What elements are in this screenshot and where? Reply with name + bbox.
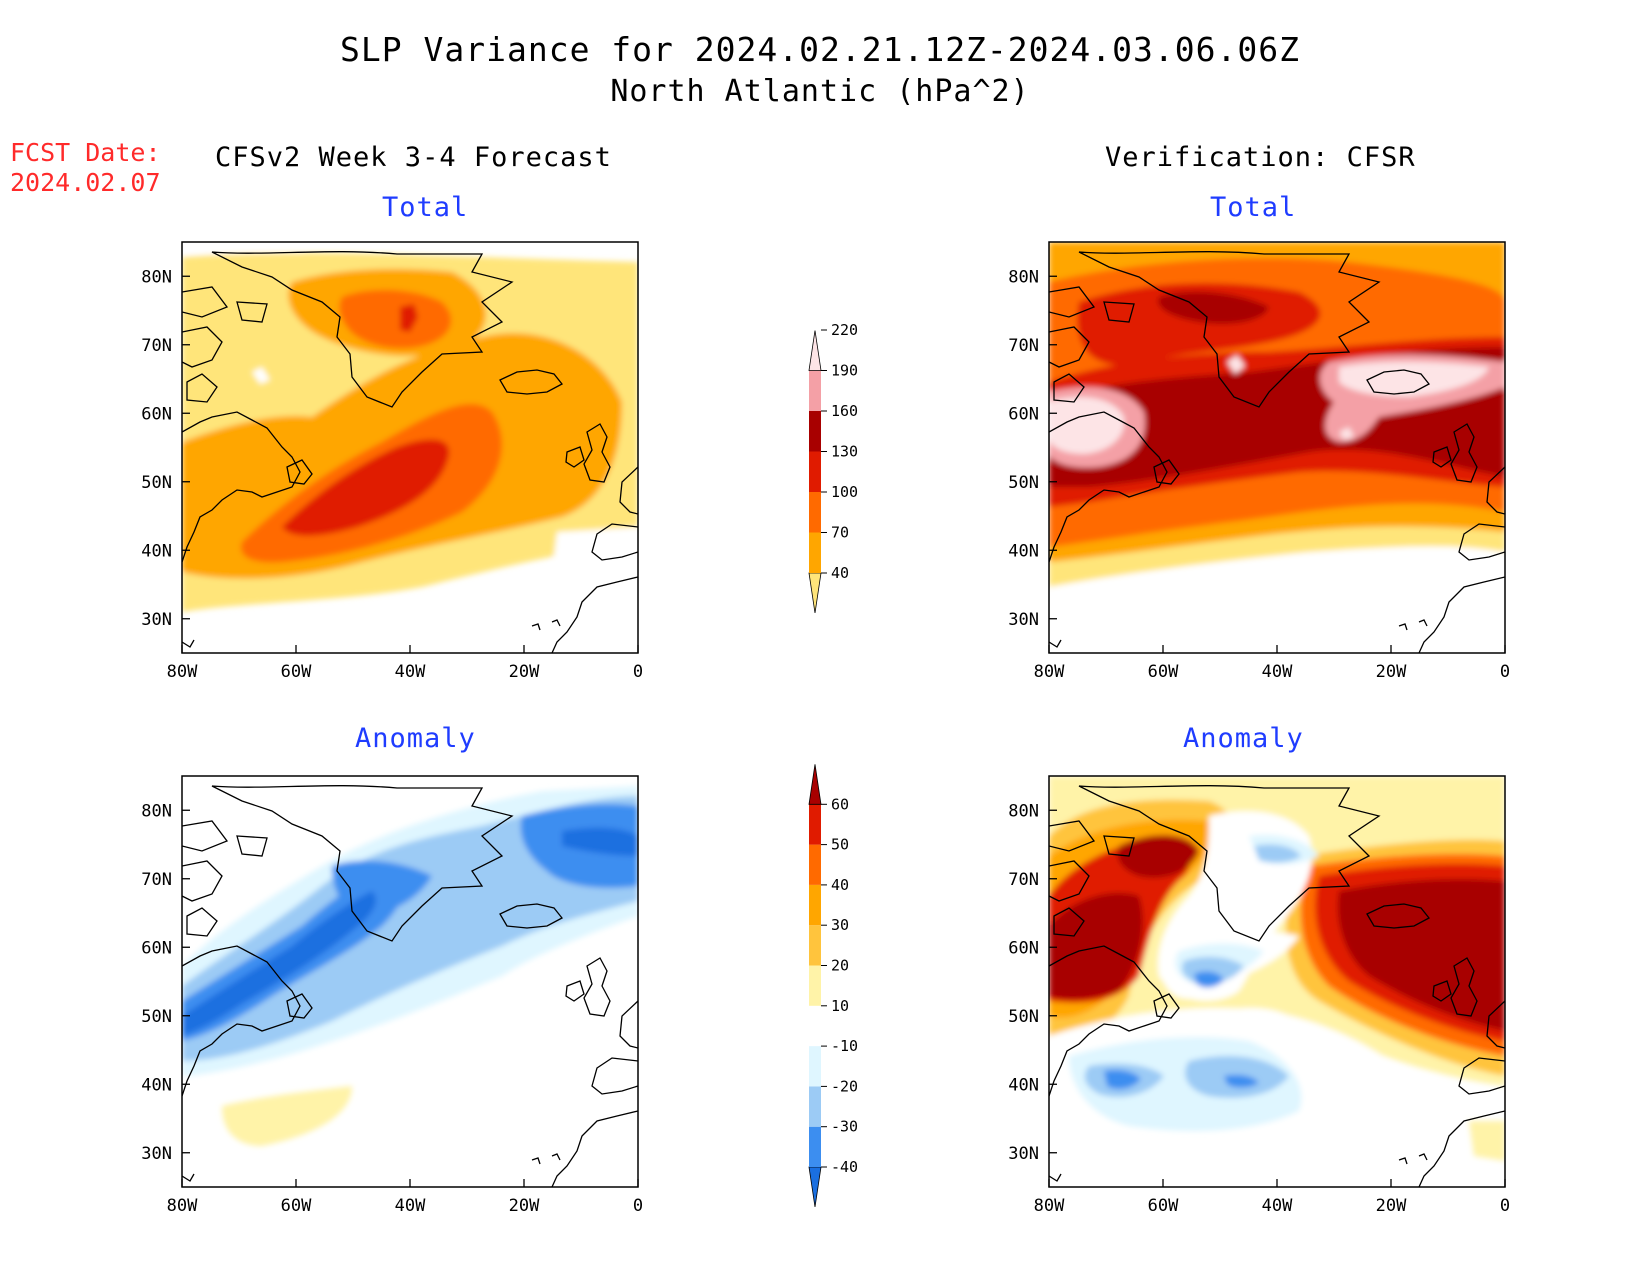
anomaly-colorbar-swatch — [809, 1086, 821, 1127]
lat-tick-label: 70N — [141, 870, 172, 890]
verification-total-title: Total — [1210, 192, 1297, 223]
colorbar-layer: 40 70 100 130 160 190 220 -40 -30 -20 -10 10 20 30 40 5… — [808, 321, 858, 1208]
verification-anomaly-title: Anomaly — [1183, 723, 1304, 754]
lat-tick-label: 30N — [1008, 610, 1039, 630]
lat-tick-label: 30N — [1008, 1144, 1039, 1164]
lat-tick-label: 70N — [1008, 870, 1039, 890]
lon-tick-label: 80W — [1034, 662, 1065, 682]
total-colorbar-bottom-triangle — [808, 572, 822, 614]
lat-tick-label: 80N — [141, 267, 172, 287]
lon-tick-label: 60W — [281, 662, 312, 682]
total-colorbar-swatch — [809, 451, 821, 492]
lat-tick-label: 80N — [141, 801, 172, 821]
total-colorbar-label: 100 — [831, 483, 858, 501]
anomaly-colorbar-label: 20 — [831, 957, 849, 975]
forecast-anomaly-panel — [181, 775, 639, 1188]
verification-anomaly-panel — [1048, 775, 1506, 1188]
lon-tick-label: 40W — [395, 1196, 426, 1216]
lon-tick-label: 0 — [633, 1196, 643, 1216]
lat-tick-label: 30N — [141, 1144, 172, 1164]
total-colorbar-top-triangle — [808, 330, 822, 371]
lon-tick-label: 20W — [1376, 662, 1407, 682]
lon-tick-label: 0 — [1500, 662, 1510, 682]
lon-tick-label: 60W — [281, 1196, 312, 1216]
lat-tick-label: 60N — [141, 404, 172, 424]
anomaly-colorbar-label: -10 — [831, 1037, 858, 1055]
anomaly-colorbar-swatch — [809, 844, 821, 885]
forecast-anomaly-title: Anomaly — [355, 723, 476, 754]
anomaly-colorbar-bottom-triangle — [808, 1166, 822, 1208]
lon-tick-label: 80W — [167, 1196, 198, 1216]
lon-tick-label: 60W — [1148, 1196, 1179, 1216]
forecast-total-panel — [181, 241, 639, 654]
anomaly-colorbar-swatch — [809, 1005, 821, 1047]
lat-tick-label: 70N — [141, 336, 172, 356]
lon-tick-label: 80W — [167, 662, 198, 682]
total-colorbar-swatch — [809, 492, 821, 533]
anomaly-colorbar-swatch — [809, 965, 821, 1006]
total-colorbar-swatch — [809, 411, 821, 452]
anomaly-colorbar-label: 30 — [831, 916, 849, 934]
total-colorbar-label: 130 — [831, 443, 858, 461]
lat-tick-label: 50N — [1008, 473, 1039, 493]
anomaly-colorbar-swatch — [809, 925, 821, 966]
lon-tick-label: 20W — [509, 662, 540, 682]
page-title: SLP Variance for 2024.02.21.12Z-2024.03.… — [340, 30, 1300, 69]
lon-tick-label: 40W — [1262, 1196, 1293, 1216]
anomaly-colorbar-swatch — [809, 1046, 821, 1087]
lon-tick-label: 20W — [509, 1196, 540, 1216]
lat-tick-label: 40N — [1008, 541, 1039, 561]
lon-tick-label: 40W — [1262, 662, 1293, 682]
forecast-date-label: FCST Date: — [10, 138, 161, 167]
total-colorbar-swatch — [809, 370, 821, 411]
forecast-column-title: CFSv2 Week 3-4 Forecast — [215, 142, 612, 173]
total-colorbar-label: 40 — [831, 564, 849, 582]
lat-tick-label: 40N — [1008, 1075, 1039, 1095]
anomaly-colorbar-label: -20 — [831, 1077, 858, 1095]
forecast-total-title: Total — [382, 192, 469, 223]
lon-tick-label: 0 — [633, 662, 643, 682]
anomaly-colorbar-swatch — [809, 884, 821, 926]
lat-tick-label: 80N — [1008, 801, 1039, 821]
lat-tick-label: 40N — [141, 1075, 172, 1095]
anomaly-colorbar-label: -40 — [831, 1158, 858, 1176]
lat-tick-label: 60N — [1008, 404, 1039, 424]
lon-tick-label: 20W — [1376, 1196, 1407, 1216]
lon-tick-label: 40W — [395, 662, 426, 682]
total-colorbar-label: 70 — [831, 524, 849, 542]
axes-layer: 80N 70N 60N 50N 40N 30N 80W 60W 40W 20W 0 80N 70N 60N… — [141, 267, 1510, 1216]
total-colorbar-label: 190 — [831, 362, 858, 380]
lat-tick-label: 50N — [141, 1007, 172, 1027]
lat-tick-label: 70N — [1008, 336, 1039, 356]
lat-tick-label: 80N — [1008, 267, 1039, 287]
anomaly-colorbar-top-triangle — [808, 764, 822, 805]
lat-tick-label: 50N — [1008, 1007, 1039, 1027]
anomaly-colorbar-label: 50 — [831, 836, 849, 854]
total-colorbar-swatch — [809, 532, 821, 573]
page-subtitle: North Atlantic (hPa^2) — [610, 74, 1030, 109]
verification-column-title: Verification: CFSR — [1105, 142, 1416, 173]
anomaly-colorbar-swatch — [809, 804, 821, 845]
lat-tick-label: 60N — [1008, 938, 1039, 958]
anomaly-colorbar-label: 40 — [831, 876, 849, 894]
lat-tick-label: 50N — [141, 473, 172, 493]
lat-tick-label: 30N — [141, 610, 172, 630]
anomaly-colorbar-label: 60 — [831, 795, 849, 813]
lon-tick-label: 0 — [1500, 1196, 1510, 1216]
lat-tick-label: 60N — [141, 938, 172, 958]
forecast-date-value: 2024.02.07 — [10, 168, 161, 197]
lon-tick-label: 80W — [1034, 1196, 1065, 1216]
total-colorbar-label: 160 — [831, 402, 858, 420]
anomaly-colorbar-label: 10 — [831, 997, 849, 1015]
anomaly-colorbar-swatch — [809, 1126, 821, 1167]
anomaly-colorbar-label: -30 — [831, 1118, 858, 1136]
lat-tick-label: 40N — [141, 541, 172, 561]
lon-tick-label: 60W — [1148, 662, 1179, 682]
total-colorbar-label: 220 — [831, 321, 858, 339]
verification-total-panel — [1048, 241, 1506, 654]
